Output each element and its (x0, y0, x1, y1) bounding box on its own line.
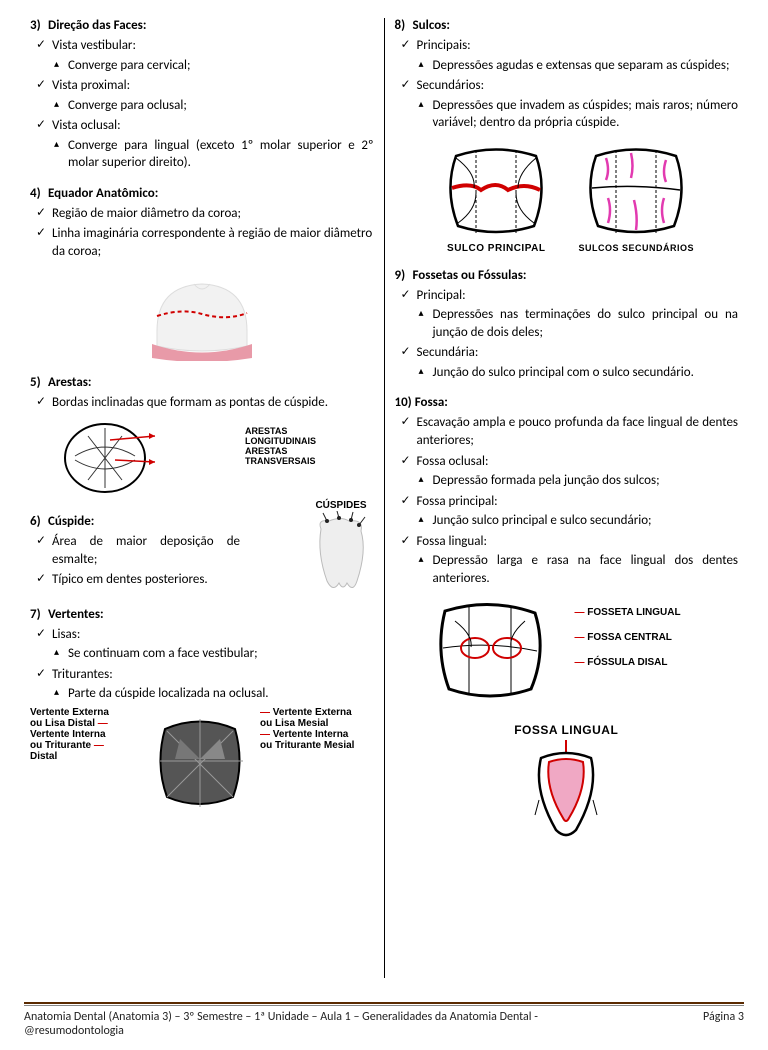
s4-i2: Linha imaginária correspondente à região… (52, 225, 374, 260)
section-10: 10) Fossa: Escavação ampla e pouco profu… (395, 395, 739, 840)
s10-i2a: Depressão formada pela junção dos sulcos… (433, 472, 739, 490)
s8-i1a: Depressões agudas e extensas que separam… (433, 57, 739, 75)
s8-i1: Principais: (417, 38, 471, 53)
section-8: 8)Sulcos: Principais: Depressões agudas … (395, 18, 739, 254)
sec5-title: Arestas: (48, 375, 92, 390)
s3-i2a: Converge para oclusal; (68, 97, 374, 115)
page-footer: Anatomia Dental (Anatomia 3) – 3º Semest… (24, 1002, 744, 1038)
section-4: 4)Equador Anatômico: Região de maior diâ… (30, 186, 374, 362)
vert-l2c: Distal (30, 751, 109, 762)
s8-i2: Secundários: (417, 78, 485, 93)
s7-i2a: Parte da cúspide localizada na oclusal. (68, 685, 374, 703)
cap-sulcos-secundarios: SULCOS SECUNDÁRIOS (576, 243, 696, 253)
s3-i3a: Converge para lingual (exceto 1º molar s… (68, 137, 374, 172)
fig-fossa-lingual: FOSSA LINGUAL (395, 723, 739, 840)
s10-i4a: Depressão larga e rasa na face lingual d… (433, 552, 739, 587)
s9-i2a: Junção do sulco principal com o sulco se… (433, 364, 739, 382)
s9-i1a: Depressões nas terminações do sulco prin… (433, 306, 739, 341)
sec8-title: Sulcos: (413, 18, 450, 33)
s3-i3: Vista oclusal: (52, 118, 121, 133)
s9-i2: Secundária: (417, 345, 479, 360)
fig-arestas: ARESTAS LONGITUDINAIS ARESTAS TRANSVERSA… (30, 418, 374, 500)
column-divider (384, 18, 385, 978)
lab-arestas-trans-2: TRANSVERSAIS (245, 456, 316, 466)
section-3: 3)Direção das Faces: Vista vestibular: C… (30, 18, 374, 172)
vert-r2a: Vertente Interna (273, 729, 349, 740)
cuspides-label: CÚSPIDES (309, 500, 374, 511)
vert-r1b: ou Lisa Mesial (260, 718, 354, 729)
sec9-title: Fossetas ou Fóssulas: (413, 268, 527, 283)
cap-sulco-principal: SULCO PRINCIPAL (436, 243, 556, 254)
s3-i1a: Converge para cervical; (68, 57, 374, 75)
section-7: 7)Vertentes: Lisas: Se continuam com a f… (30, 607, 374, 817)
s8-i2a: Depressões que invadem as cúspides; mais… (433, 97, 739, 132)
section-9: 9)Fossetas ou Fóssulas: Principal: Depre… (395, 268, 739, 382)
footer-text: Anatomia Dental (Anatomia 3) – 3º Semest… (24, 1010, 624, 1038)
section-5: 5)Arestas: Bordas inclinadas que formam … (30, 375, 374, 500)
vert-r2b: ou Triturante Mesial (260, 740, 354, 751)
s3-i2: Vista proximal: (52, 78, 130, 93)
section-6: 6)Cúspide: Área de maior deposição de es… (30, 514, 374, 589)
vert-l1a: Vertente Externa (30, 707, 109, 718)
s10-i1: Escavação ampla e pouco profunda da face… (417, 414, 739, 449)
sec3-title: Direção das Faces: (48, 18, 146, 33)
sec4-title: Equador Anatômico: (48, 186, 158, 201)
vert-l2a: Vertente Interna (30, 729, 109, 740)
two-column-layout: 3)Direção das Faces: Vista vestibular: C… (24, 18, 744, 978)
s6-i2: Típico em dentes posteriores. (52, 571, 240, 589)
lab-arestas-long-1: ARESTAS (245, 426, 316, 436)
s3-i1: Vista vestibular: (52, 38, 136, 53)
right-column: 8)Sulcos: Principais: Depressões agudas … (389, 18, 745, 978)
s4-i1: Região de maior diâmetro da coroa; (52, 205, 374, 223)
s9-i1: Principal: (417, 288, 466, 303)
s10-i4: Fossa lingual: (417, 534, 487, 549)
s7-i1: Lisas: (52, 627, 80, 642)
s10-i3a: Junção sulco principal e sulco secundári… (433, 512, 739, 530)
fig-fossa-top: — FOSSETA LINGUAL — FOSSA CENTRAL — FÓSS… (395, 593, 739, 713)
fig-cuspide: CÚSPIDES (309, 500, 374, 600)
cap-fossa-lingual: FOSSA LINGUAL (395, 723, 739, 737)
footer-page: Página 3 (703, 1010, 744, 1038)
fig-sulcos: SULCO PRINCIPAL SULCOS SECUNDÁRIOS (395, 138, 739, 254)
sec10-title: Fossa: (415, 395, 448, 410)
s10-i2: Fossa oclusal: (417, 454, 489, 469)
s5-i1: Bordas inclinadas que formam as pontas d… (52, 394, 374, 412)
left-column: 3)Direção das Faces: Vista vestibular: C… (24, 18, 380, 978)
vert-r1a: Vertente Externa (273, 707, 352, 718)
fig-vertentes: Vertente Externa ou Lisa Distal — Verten… (30, 707, 374, 817)
s6-i1: Área de maior deposição de esmalte; (52, 533, 240, 568)
sec7-title: Vertentes: (48, 607, 104, 622)
s7-i2: Triturantes: (52, 667, 113, 682)
lab-fossula-disal: FÓSSULA DISAL (587, 657, 667, 668)
fig-equador (30, 266, 374, 361)
sec6-title: Cúspide: (48, 514, 94, 529)
s10-i3: Fossa principal: (417, 494, 498, 509)
vert-l1b: ou Lisa Distal (30, 718, 95, 729)
lab-arestas-trans-1: ARESTAS (245, 446, 316, 456)
lab-arestas-long-2: LONGITUDINAIS (245, 436, 316, 446)
lab-fossa-central: FOSSA CENTRAL (587, 632, 672, 643)
s7-i1a: Se continuam com a face vestibular; (68, 645, 374, 663)
vert-l2b: ou Triturante (30, 740, 91, 751)
lab-fosseta-lingual: FOSSETA LINGUAL (587, 607, 680, 618)
